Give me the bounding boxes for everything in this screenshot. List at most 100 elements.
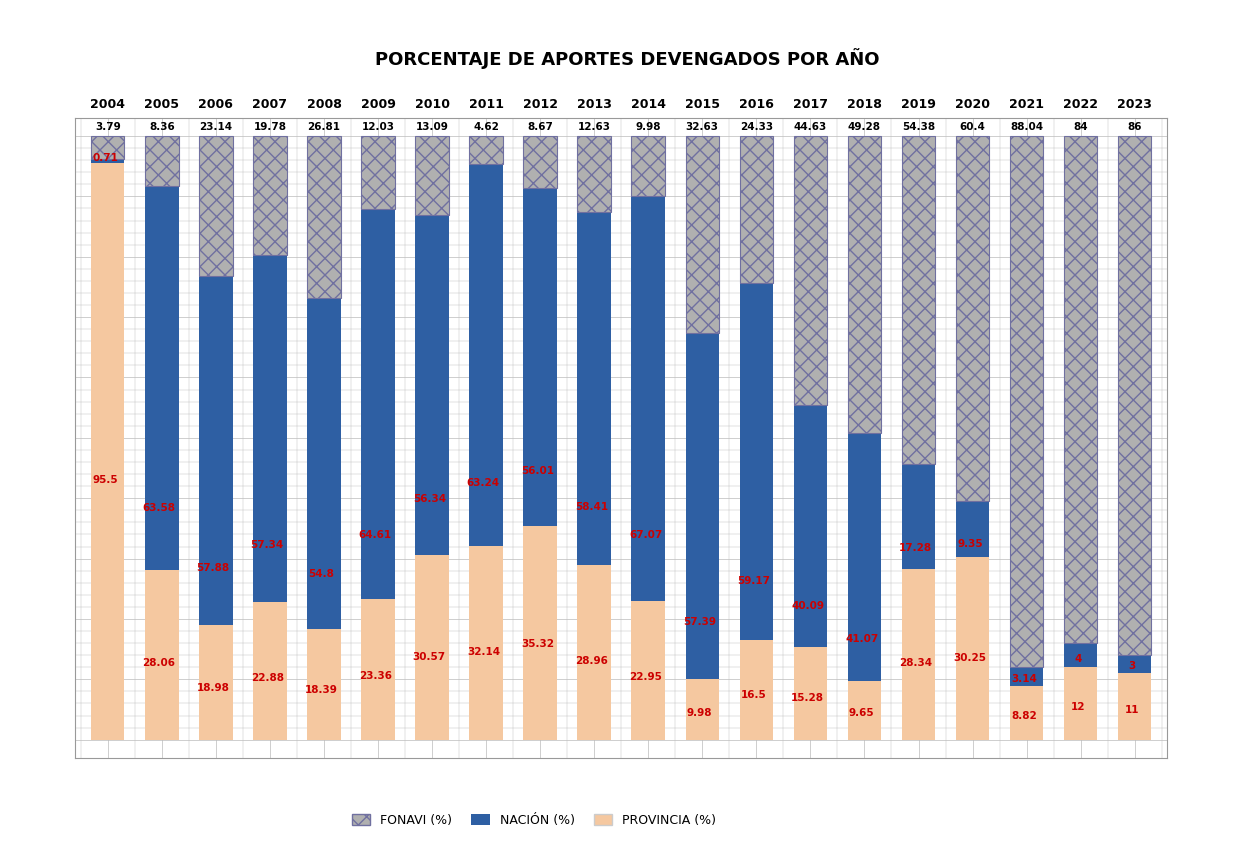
Text: 8.82: 8.82 [1012, 711, 1037, 721]
Text: 57.88: 57.88 [197, 562, 230, 573]
Text: 84: 84 [1073, 122, 1088, 132]
Text: 22.95: 22.95 [629, 673, 661, 682]
Text: 18.39: 18.39 [305, 685, 338, 695]
Text: 64.61: 64.61 [359, 530, 392, 541]
Bar [523, 189, 557, 526]
Text: 3.79: 3.79 [95, 122, 120, 132]
Bar [523, 136, 557, 189]
Bar [1064, 643, 1097, 667]
Text: 3: 3 [1128, 661, 1136, 670]
Bar [902, 136, 935, 464]
Bar [90, 136, 124, 159]
Text: 19.78: 19.78 [254, 122, 286, 132]
Bar [902, 464, 935, 568]
Bar [1064, 667, 1097, 739]
Text: 30.25: 30.25 [954, 653, 986, 663]
Text: 88.04: 88.04 [1010, 122, 1043, 132]
Bar [254, 601, 286, 739]
Bar [254, 136, 286, 255]
Text: 54.38: 54.38 [902, 122, 935, 132]
Text: 15.28: 15.28 [791, 693, 825, 703]
Bar [200, 625, 232, 739]
Bar [847, 136, 881, 434]
Bar [793, 405, 827, 647]
Text: 63.58: 63.58 [143, 503, 176, 513]
Bar [415, 215, 449, 555]
Bar [577, 565, 611, 739]
Bar [200, 275, 232, 625]
Bar [146, 570, 178, 739]
Text: 24.33: 24.33 [739, 122, 773, 132]
Bar [631, 136, 665, 196]
Bar [685, 333, 719, 679]
Text: 67.07: 67.07 [629, 530, 663, 541]
Bar [956, 557, 989, 739]
Bar [1064, 136, 1097, 643]
Text: 30.57: 30.57 [413, 652, 446, 662]
Bar [146, 186, 178, 570]
Bar [739, 136, 773, 283]
Text: 28.06: 28.06 [143, 658, 176, 669]
Text: 12: 12 [1071, 702, 1086, 712]
Text: 58.41: 58.41 [575, 502, 609, 512]
Text: 86: 86 [1127, 122, 1142, 132]
Text: 57.39: 57.39 [683, 617, 717, 627]
Bar [793, 647, 827, 739]
Bar [956, 501, 989, 557]
Bar [739, 640, 773, 739]
Text: 16.5: 16.5 [740, 690, 767, 700]
Bar [469, 546, 503, 739]
Text: 4.62: 4.62 [473, 122, 499, 132]
Text: PORCENTAJE DE APORTES DEVENGADOS POR AÑO: PORCENTAJE DE APORTES DEVENGADOS POR AÑO [375, 49, 880, 69]
Text: 35.32: 35.32 [521, 639, 553, 648]
Text: 54.8: 54.8 [309, 569, 334, 579]
Bar [1010, 668, 1043, 686]
Text: 56.34: 56.34 [413, 494, 446, 504]
Text: 57.34: 57.34 [251, 540, 284, 550]
Bar [90, 159, 124, 163]
Bar [146, 136, 178, 186]
Bar [739, 283, 773, 640]
Bar [1010, 136, 1043, 668]
Text: 9.98: 9.98 [686, 707, 713, 717]
Bar [685, 679, 719, 739]
Bar [469, 136, 503, 164]
Bar [361, 599, 395, 739]
Text: 49.28: 49.28 [848, 122, 881, 132]
Text: 23.36: 23.36 [359, 671, 392, 681]
Bar [307, 136, 340, 298]
Text: 4: 4 [1074, 653, 1082, 663]
Bar [307, 298, 340, 629]
Bar [847, 681, 881, 739]
Bar [793, 136, 827, 405]
Text: 17.28: 17.28 [900, 543, 932, 553]
Bar [847, 434, 881, 681]
Text: 9.65: 9.65 [848, 708, 875, 718]
Bar [902, 568, 935, 739]
Text: 28.96: 28.96 [575, 656, 607, 666]
Bar [415, 555, 449, 739]
Text: 18.98: 18.98 [197, 683, 230, 693]
Text: 12.03: 12.03 [361, 122, 394, 132]
Text: 59.17: 59.17 [737, 577, 771, 587]
Text: 23.14: 23.14 [200, 122, 232, 132]
Text: 26.81: 26.81 [307, 122, 340, 132]
Text: 12.63: 12.63 [577, 122, 611, 132]
Bar [254, 255, 286, 601]
Bar [1118, 674, 1152, 739]
Text: 44.63: 44.63 [793, 122, 827, 132]
Bar [1118, 655, 1152, 674]
Text: 41.07: 41.07 [845, 634, 878, 644]
Bar [523, 526, 557, 739]
Bar [631, 601, 665, 739]
Text: 32.14: 32.14 [467, 647, 499, 658]
Text: 11: 11 [1124, 705, 1140, 715]
Text: 0.71: 0.71 [92, 152, 118, 163]
Text: 95.5: 95.5 [92, 475, 118, 485]
Bar [685, 136, 719, 333]
Bar [577, 136, 611, 212]
Text: 8.36: 8.36 [149, 122, 174, 132]
Text: 22.88: 22.88 [251, 673, 284, 683]
Bar [307, 629, 340, 739]
Bar [956, 136, 989, 501]
